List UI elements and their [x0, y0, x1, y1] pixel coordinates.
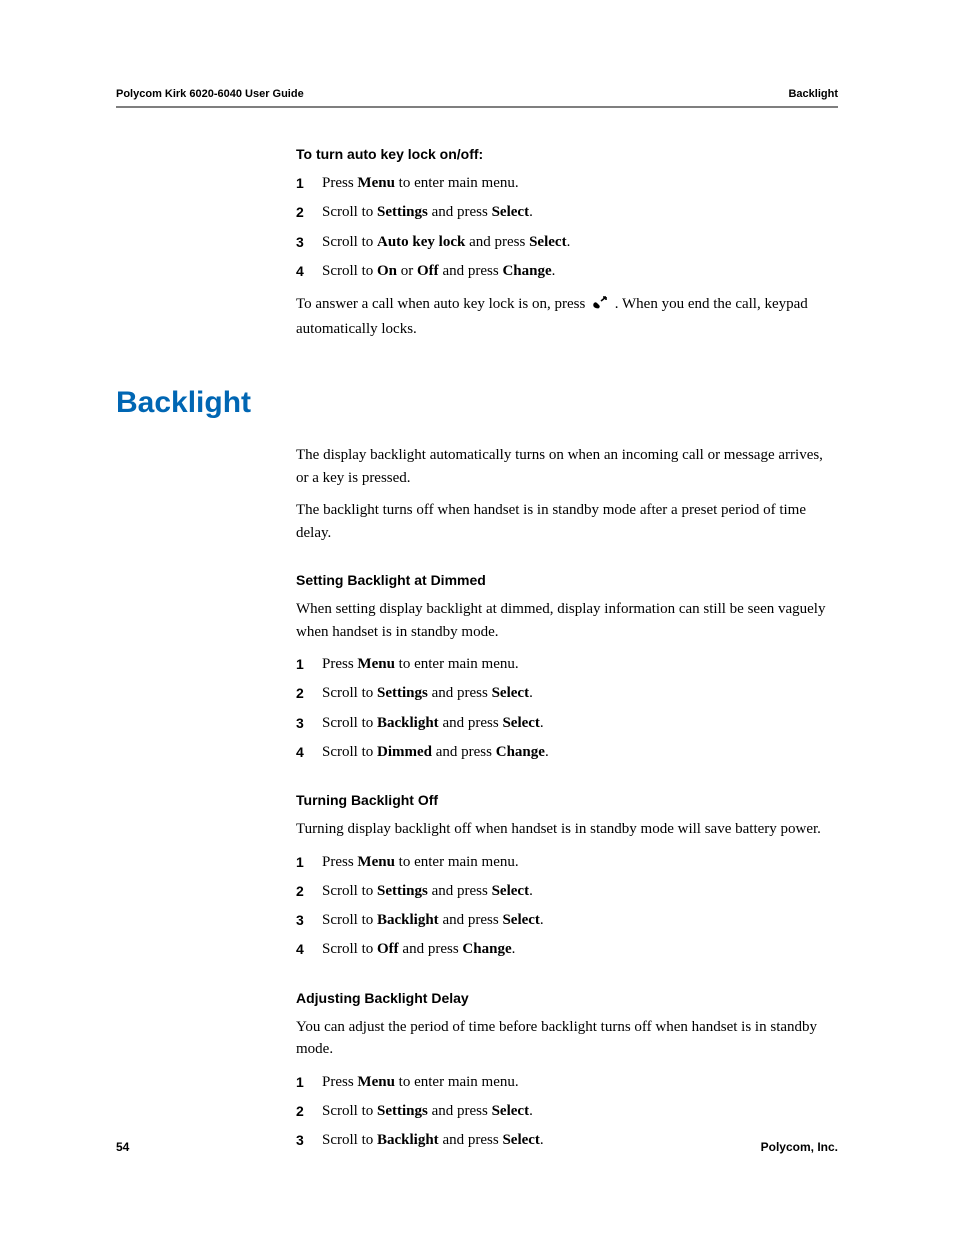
h1-container: Backlight: [116, 386, 838, 420]
heading-backlight: Backlight: [116, 386, 838, 420]
step-number: 2: [296, 202, 304, 224]
steps-autolock: 1 Press Menu to enter main menu. 2 Scrol…: [296, 172, 838, 283]
lead-delay: You can adjust the period of time before…: [296, 1016, 838, 1061]
step-text: Press Menu to enter main menu.: [322, 656, 519, 672]
step-number: 4: [296, 742, 304, 764]
step-text: Scroll to Off and press Change.: [322, 941, 515, 957]
step-number: 1: [296, 654, 304, 676]
page-number: 54: [116, 1140, 129, 1154]
footer-company: Polycom, Inc.: [761, 1140, 838, 1154]
call-answer-icon: [591, 295, 609, 318]
list-item: 2 Scroll to Settings and press Select.: [296, 201, 838, 224]
step-text: Scroll to Settings and press Select.: [322, 1103, 533, 1119]
list-item: 1 Press Menu to enter main menu.: [296, 851, 838, 874]
step-number: 1: [296, 852, 304, 874]
lead-off: Turning display backlight off when hands…: [296, 818, 838, 841]
step-text: Scroll to Settings and press Select.: [322, 883, 533, 899]
subhead-dimmed: Setting Backlight at Dimmed: [296, 572, 838, 588]
step-number: 2: [296, 1101, 304, 1123]
running-header-right: Backlight: [788, 88, 838, 100]
step-text: Press Menu to enter main menu.: [322, 175, 519, 191]
step-number: 3: [296, 713, 304, 735]
step-text: Scroll to Settings and press Select.: [322, 685, 533, 701]
step-text: Scroll to Auto key lock and press Select…: [322, 234, 570, 250]
step-text: Scroll to Settings and press Select.: [322, 204, 533, 220]
step-number: 1: [296, 1072, 304, 1094]
list-item: 1 Press Menu to enter main menu.: [296, 172, 838, 195]
list-item: 3 Scroll to Backlight and press Select.: [296, 909, 838, 932]
step-text: Scroll to On or Off and press Change.: [322, 263, 555, 279]
running-header-left: Polycom Kirk 6020-6040 User Guide: [116, 88, 304, 100]
running-header: Polycom Kirk 6020-6040 User Guide Backli…: [116, 88, 838, 100]
lead-dimmed: When setting display backlight at dimmed…: [296, 598, 838, 643]
list-item: 2 Scroll to Settings and press Select.: [296, 1100, 838, 1123]
step-text: Scroll to Backlight and press Select.: [322, 715, 544, 731]
autolock-note: To answer a call when auto key lock is o…: [296, 293, 838, 340]
step-number: 2: [296, 881, 304, 903]
list-item: 4 Scroll to Off and press Change.: [296, 938, 838, 961]
content-column: To turn auto key lock on/off: 1 Press Me…: [296, 108, 838, 340]
subhead-off: Turning Backlight Off: [296, 792, 838, 808]
step-number: 4: [296, 261, 304, 283]
step-text: Scroll to Dimmed and press Change.: [322, 744, 549, 760]
step-text: Press Menu to enter main menu.: [322, 1074, 519, 1090]
list-item: 3 Scroll to Backlight and press Select.: [296, 712, 838, 735]
step-number: 1: [296, 173, 304, 195]
step-number: 2: [296, 683, 304, 705]
page-body: Polycom Kirk 6020-6040 User Guide Backli…: [116, 88, 838, 1162]
step-number: 3: [296, 910, 304, 932]
list-item: 1 Press Menu to enter main menu.: [296, 1071, 838, 1094]
list-item: 2 Scroll to Settings and press Select.: [296, 880, 838, 903]
steps-off: 1 Press Menu to enter main menu. 2 Scrol…: [296, 851, 838, 962]
step-number: 4: [296, 939, 304, 961]
intro-p1: The display backlight automatically turn…: [296, 444, 838, 489]
steps-dimmed: 1 Press Menu to enter main menu. 2 Scrol…: [296, 653, 838, 764]
list-item: 4 Scroll to Dimmed and press Change.: [296, 741, 838, 764]
list-item: 1 Press Menu to enter main menu.: [296, 653, 838, 676]
subhead-autolock: To turn auto key lock on/off:: [296, 146, 838, 162]
step-text: Scroll to Backlight and press Select.: [322, 912, 544, 928]
step-number: 3: [296, 232, 304, 254]
list-item: 3 Scroll to Auto key lock and press Sele…: [296, 231, 838, 254]
subhead-delay: Adjusting Backlight Delay: [296, 990, 838, 1006]
step-text: Press Menu to enter main menu.: [322, 854, 519, 870]
content-column-2: The display backlight automatically turn…: [296, 444, 838, 1152]
list-item: 4 Scroll to On or Off and press Change.: [296, 260, 838, 283]
list-item: 2 Scroll to Settings and press Select.: [296, 682, 838, 705]
intro-p2: The backlight turns off when handset is …: [296, 499, 838, 544]
page-footer: 54 Polycom, Inc.: [116, 1140, 838, 1154]
